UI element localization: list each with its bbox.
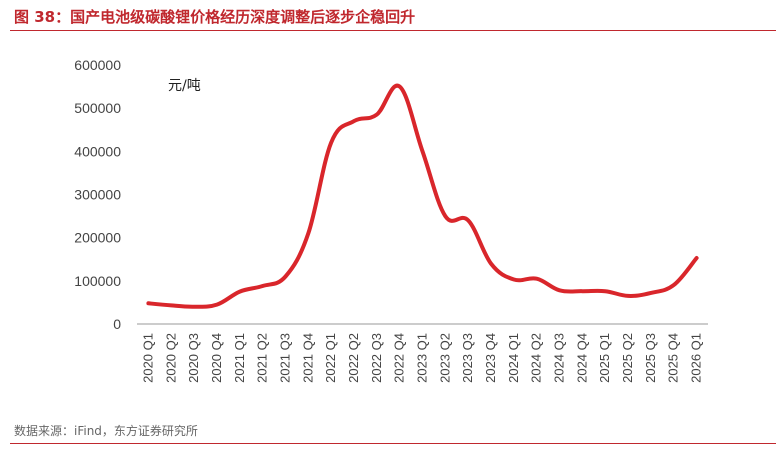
x-tick-label: 2023 Q3 <box>460 333 475 383</box>
x-tick-label: 2021 Q1 <box>232 333 247 383</box>
y-tick-label: 200000 <box>74 230 121 246</box>
x-tick-label: 2022 Q1 <box>323 333 338 383</box>
data-source: 数据来源：iFind，东方证券研究所 <box>14 424 198 438</box>
x-tick-label: 2026 Q1 <box>689 333 704 383</box>
x-tick-label: 2020 Q1 <box>140 333 155 383</box>
price-line <box>146 83 699 309</box>
y-tick-label: 100000 <box>74 273 121 289</box>
y-tick-label: 300000 <box>74 187 121 203</box>
x-tick-label: 2023 Q2 <box>437 333 452 383</box>
x-tick-label: 2025 Q4 <box>666 333 681 383</box>
x-tick-label: 2024 Q2 <box>529 333 544 383</box>
y-tick-label: 600000 <box>74 57 121 73</box>
x-tick-label: 2023 Q1 <box>415 333 430 383</box>
x-tick-label: 2020 Q3 <box>186 333 201 383</box>
y-tick-label: 0 <box>113 316 121 332</box>
x-tick-label: 2023 Q4 <box>483 333 498 383</box>
x-tick-label: 2024 Q4 <box>574 333 589 383</box>
unit-label: 元/吨 <box>168 78 201 94</box>
x-tick-label: 2022 Q4 <box>392 333 407 383</box>
title-divider <box>10 30 776 31</box>
footer-divider <box>10 443 776 444</box>
x-tick-label: 2024 Q1 <box>506 333 521 383</box>
x-tick-label: 2025 Q1 <box>597 333 612 383</box>
x-tick-label: 2020 Q4 <box>209 333 224 383</box>
y-tick-label: 500000 <box>74 100 121 116</box>
x-tick-label: 2022 Q3 <box>369 333 384 383</box>
y-tick-label: 400000 <box>74 143 121 159</box>
x-tick-label: 2021 Q3 <box>277 333 292 383</box>
chart-title: 图 38：国产电池级碳酸锂价格经历深度调整后逐步企稳回升 <box>14 8 416 26</box>
x-tick-label: 2025 Q2 <box>620 333 635 383</box>
x-tick-label: 2021 Q4 <box>300 333 315 383</box>
x-tick-label: 2025 Q3 <box>643 333 658 383</box>
x-tick-label: 2022 Q2 <box>346 333 361 383</box>
x-tick-label: 2020 Q2 <box>163 333 178 383</box>
x-tick-label: 2024 Q3 <box>552 333 567 383</box>
x-tick-label: 2021 Q2 <box>255 333 270 383</box>
